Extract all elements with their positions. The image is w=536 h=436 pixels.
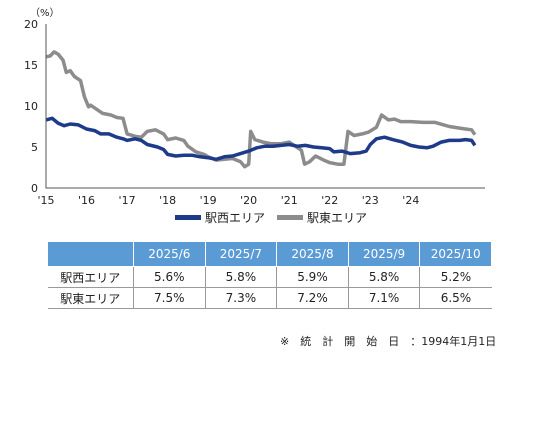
table-header-row: 2025/6 2025/7 2025/8 2025/9 2025/10: [47, 241, 492, 267]
x-tick-label: '18: [159, 194, 176, 205]
series-lines: [45, 50, 477, 169]
legend: 駅西エリア 駅東エリア: [175, 209, 367, 226]
table-cell: 7.1%: [347, 287, 420, 309]
table-corner-cell: [47, 241, 134, 267]
y-tick-label: 0: [31, 182, 38, 195]
note-prefix: ※統計開始日: [280, 335, 411, 348]
y-tick-label: 15: [24, 59, 38, 72]
x-tick-label: '23: [362, 194, 379, 205]
table-cell: 5.9%: [276, 266, 349, 288]
x-axis: '15 '16 '17 '18 '19 '20 '21 '22 '23 '24: [37, 194, 419, 205]
legend-swatch-west: [175, 215, 201, 220]
x-tick-label: '22: [321, 194, 338, 205]
table-cell: 6.5%: [419, 287, 492, 309]
row-label: 駅東エリア: [47, 287, 134, 309]
column-header: 2025/10: [419, 241, 492, 267]
x-tick-label: '17: [119, 194, 136, 205]
note-value: ：1994年1月1日: [410, 335, 497, 348]
series-line-east: [45, 50, 477, 169]
legend-item-east: 駅東エリア: [277, 209, 367, 226]
legend-item-west: 駅西エリア: [175, 209, 265, 226]
legend-label-east: 駅東エリア: [307, 211, 368, 225]
x-tick-label: '21: [281, 194, 298, 205]
table-row: 駅東エリア 7.5% 7.3% 7.2% 7.1% 6.5%: [47, 287, 492, 309]
table-cell: 5.2%: [419, 266, 492, 288]
x-tick-label: '16: [78, 194, 95, 205]
line-chart: （%） 0 5 10 15 20 '15 '16 '17 '18 '19 '20 '21 '22 '23…: [24, 7, 485, 205]
column-header: 2025/7: [204, 241, 278, 267]
table-cell: 7.3%: [204, 287, 277, 309]
table-row: 駅西エリア 5.6% 5.8% 5.9% 5.8% 5.2%: [47, 266, 492, 288]
x-tick-label: '24: [402, 194, 419, 205]
y-axis: 0 5 10 15 20: [24, 18, 38, 195]
x-tick-label: '19: [200, 194, 217, 205]
row-label: 駅西エリア: [47, 266, 134, 288]
x-tick-label: '15: [37, 194, 54, 205]
y-tick-label: 10: [24, 100, 38, 113]
y-tick-label: 20: [24, 18, 38, 31]
statistics-note: ※統計開始日：1994年1月1日: [280, 333, 496, 349]
table-cell: 7.2%: [276, 287, 349, 309]
x-tick-label: '20: [240, 194, 257, 205]
column-header: 2025/6: [133, 241, 206, 267]
legend-swatch-east: [277, 215, 304, 220]
column-header: 2025/9: [347, 241, 421, 267]
table-cell: 5.6%: [133, 266, 206, 288]
vacancy-table: 2025/6 2025/7 2025/8 2025/9 2025/10 駅西エリ…: [47, 241, 492, 309]
axis-lines: [45, 24, 485, 189]
legend-label-west: 駅西エリア: [205, 211, 266, 225]
column-header: 2025/8: [276, 241, 349, 267]
table-cell: 7.5%: [133, 287, 206, 309]
y-tick-label: 5: [31, 141, 38, 154]
table-cell: 5.8%: [204, 266, 277, 288]
table-cell: 5.8%: [347, 266, 420, 288]
unit-label: （%）: [30, 7, 60, 19]
series-line-west: [45, 116, 477, 162]
